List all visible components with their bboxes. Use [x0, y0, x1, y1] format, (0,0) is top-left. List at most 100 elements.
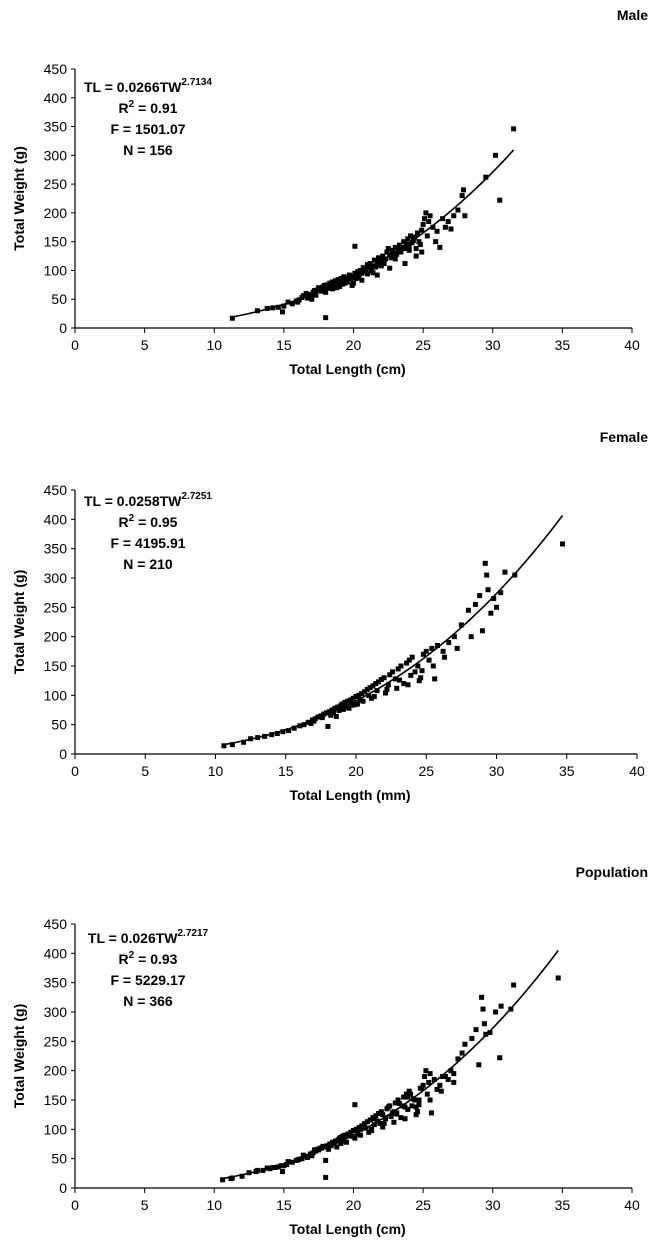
data-point [381, 1120, 387, 1126]
fit-curve [221, 950, 559, 1180]
data-point [426, 219, 432, 225]
data-point [323, 1174, 329, 1180]
data-point [360, 1123, 366, 1129]
data-point [352, 243, 358, 249]
x-tick-label: 15 [276, 1197, 292, 1213]
data-point [275, 1164, 281, 1170]
y-tick-label: 50 [51, 1151, 67, 1167]
data-point [376, 1110, 382, 1116]
data-point [362, 1120, 368, 1126]
data-point [371, 257, 377, 263]
data-point [309, 296, 315, 302]
data-point [326, 709, 332, 715]
data-point [348, 1129, 354, 1135]
x-tick-label: 40 [624, 337, 640, 353]
x-tick-label: 20 [346, 337, 362, 353]
x-tick-label: 30 [489, 763, 505, 779]
data-point [370, 270, 376, 276]
data-point [487, 1030, 493, 1036]
data-point [402, 1104, 408, 1110]
fit-curve [222, 514, 564, 746]
x-tick-label: 25 [418, 763, 434, 779]
equation-label: TL = 0.026TW2.7217 [88, 928, 209, 946]
x-tick-label: 10 [208, 763, 224, 779]
data-point [342, 1132, 348, 1138]
y-tick-label: 200 [44, 205, 68, 221]
data-point [357, 267, 363, 273]
data-point [469, 1035, 475, 1041]
data-point [430, 224, 436, 230]
data-point [434, 642, 440, 648]
data-point [433, 239, 439, 245]
data-point [498, 1003, 504, 1009]
data-point [333, 713, 339, 719]
data-point [388, 255, 394, 261]
data-point [279, 1169, 285, 1175]
data-point [402, 261, 408, 267]
y-tick-label: 0 [59, 320, 67, 336]
data-point [438, 1088, 444, 1094]
data-point [420, 221, 426, 227]
data-point [427, 213, 433, 219]
data-point [427, 1097, 433, 1103]
x-axis-title: Total Length (cm) [289, 361, 405, 377]
data-point [349, 282, 355, 288]
data-point [419, 249, 425, 255]
x-tick-label: 0 [71, 1197, 79, 1213]
data-point [511, 126, 517, 132]
y-tick-label: 100 [44, 687, 68, 703]
data-point [480, 1006, 486, 1012]
y-tick-label: 250 [44, 599, 68, 615]
data-point [431, 1076, 437, 1082]
x-tick-label: 40 [629, 763, 645, 779]
x-tick-label: 35 [555, 1197, 571, 1213]
data-point [364, 1119, 370, 1125]
data-point [398, 663, 404, 669]
data-point [395, 1097, 401, 1103]
y-tick-label: 150 [44, 234, 68, 250]
y-tick-label: 150 [44, 1092, 68, 1108]
data-point [339, 701, 345, 707]
r-squared-label: R2 = 0.93 [119, 950, 178, 967]
data-point [388, 1113, 394, 1119]
data-point [494, 604, 499, 610]
data-point [426, 1079, 432, 1085]
data-point [279, 309, 285, 315]
data-point [311, 718, 317, 724]
data-point [323, 289, 329, 295]
data-point [423, 648, 429, 654]
data-point [378, 676, 384, 682]
data-point [364, 262, 370, 268]
y-tick-label: 200 [44, 1063, 68, 1079]
data-point [398, 249, 404, 255]
data-point [406, 243, 412, 249]
data-point [383, 1116, 389, 1122]
data-point [479, 628, 485, 634]
data-point [380, 1112, 386, 1118]
data-point [392, 244, 398, 250]
data-point [378, 263, 384, 269]
data-point [448, 1068, 454, 1074]
data-point [385, 682, 391, 688]
data-point [462, 1041, 468, 1047]
data-point [335, 704, 341, 710]
data-point [229, 315, 235, 321]
data-point [442, 1074, 448, 1080]
data-point [353, 694, 359, 700]
x-tick-label: 5 [141, 763, 149, 779]
data-point [446, 640, 452, 646]
data-point [428, 1110, 434, 1116]
data-point [412, 1097, 418, 1103]
data-point [481, 1021, 487, 1027]
data-point [366, 692, 372, 698]
y-tick-label: 250 [44, 176, 68, 192]
data-point [488, 610, 494, 616]
data-point [440, 1074, 446, 1080]
data-point [323, 1157, 329, 1163]
data-point [459, 1050, 465, 1056]
data-point [482, 560, 488, 566]
data-point [408, 1091, 414, 1097]
data-point [384, 686, 390, 692]
data-point [345, 698, 351, 704]
data-point [357, 1132, 363, 1138]
